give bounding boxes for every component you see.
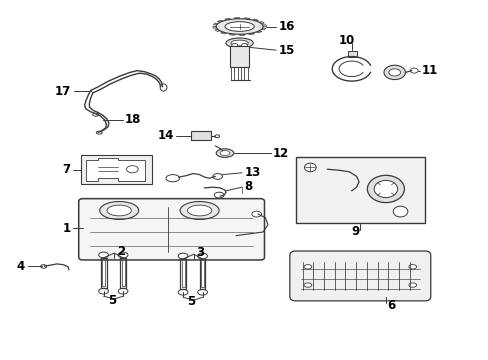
Bar	[81, 155, 152, 184]
Ellipse shape	[408, 265, 416, 269]
Ellipse shape	[93, 113, 99, 116]
Polygon shape	[234, 18, 239, 19]
Ellipse shape	[178, 253, 187, 259]
FancyBboxPatch shape	[79, 199, 264, 260]
Ellipse shape	[304, 283, 311, 287]
Ellipse shape	[383, 65, 405, 80]
Text: 18: 18	[125, 113, 141, 126]
Ellipse shape	[225, 38, 253, 48]
Ellipse shape	[409, 68, 417, 73]
Polygon shape	[217, 20, 223, 22]
Text: 6: 6	[386, 299, 394, 312]
Text: 1: 1	[62, 222, 70, 235]
Ellipse shape	[366, 175, 404, 203]
Text: 3: 3	[196, 246, 204, 259]
Polygon shape	[224, 18, 230, 20]
Ellipse shape	[212, 174, 222, 179]
Ellipse shape	[214, 135, 219, 138]
Text: 7: 7	[62, 163, 70, 176]
Text: 5: 5	[187, 296, 195, 309]
Polygon shape	[248, 33, 254, 35]
Ellipse shape	[100, 202, 139, 220]
Text: 14: 14	[157, 129, 173, 142]
Ellipse shape	[388, 69, 400, 76]
Ellipse shape	[373, 180, 397, 198]
FancyBboxPatch shape	[289, 251, 430, 301]
Ellipse shape	[251, 211, 261, 217]
Ellipse shape	[197, 253, 207, 259]
Polygon shape	[262, 25, 266, 27]
Polygon shape	[256, 31, 262, 33]
Ellipse shape	[107, 205, 131, 216]
Bar	[347, 51, 356, 57]
Ellipse shape	[216, 149, 233, 157]
Ellipse shape	[230, 40, 248, 46]
Text: 5: 5	[107, 294, 116, 307]
Text: 15: 15	[278, 44, 294, 57]
Polygon shape	[229, 34, 235, 35]
Text: 8: 8	[244, 180, 252, 193]
Ellipse shape	[41, 265, 46, 268]
Ellipse shape	[197, 289, 207, 295]
Polygon shape	[214, 30, 220, 31]
Ellipse shape	[304, 265, 311, 269]
Ellipse shape	[187, 205, 211, 216]
Text: 10: 10	[338, 34, 354, 48]
Ellipse shape	[408, 283, 416, 287]
Bar	[295, 157, 424, 223]
Text: 9: 9	[350, 225, 359, 238]
Text: 13: 13	[244, 166, 260, 179]
Polygon shape	[239, 34, 244, 35]
Ellipse shape	[304, 163, 316, 172]
Ellipse shape	[99, 288, 108, 294]
Ellipse shape	[160, 84, 166, 91]
Text: 17: 17	[55, 85, 71, 98]
Polygon shape	[252, 19, 258, 21]
Ellipse shape	[241, 43, 247, 48]
Ellipse shape	[216, 19, 263, 34]
Polygon shape	[213, 23, 218, 25]
Polygon shape	[259, 22, 264, 23]
Ellipse shape	[220, 150, 229, 156]
Polygon shape	[86, 158, 144, 181]
Ellipse shape	[224, 22, 254, 31]
Ellipse shape	[178, 289, 187, 295]
Bar	[190, 131, 211, 140]
Text: 2: 2	[117, 245, 124, 258]
Ellipse shape	[126, 166, 138, 173]
Ellipse shape	[392, 206, 407, 217]
Text: 4: 4	[17, 260, 25, 273]
Polygon shape	[220, 32, 226, 34]
Ellipse shape	[99, 252, 108, 258]
Bar	[229, 46, 249, 67]
Ellipse shape	[180, 202, 219, 220]
Polygon shape	[212, 27, 216, 28]
Ellipse shape	[214, 192, 224, 198]
Ellipse shape	[118, 288, 128, 294]
Ellipse shape	[165, 175, 179, 182]
Ellipse shape	[96, 131, 102, 134]
Text: 12: 12	[272, 147, 288, 159]
Text: 11: 11	[421, 64, 437, 77]
Polygon shape	[261, 28, 265, 30]
Text: 16: 16	[278, 20, 294, 33]
Ellipse shape	[231, 43, 237, 48]
Ellipse shape	[118, 252, 128, 258]
Polygon shape	[244, 18, 249, 19]
